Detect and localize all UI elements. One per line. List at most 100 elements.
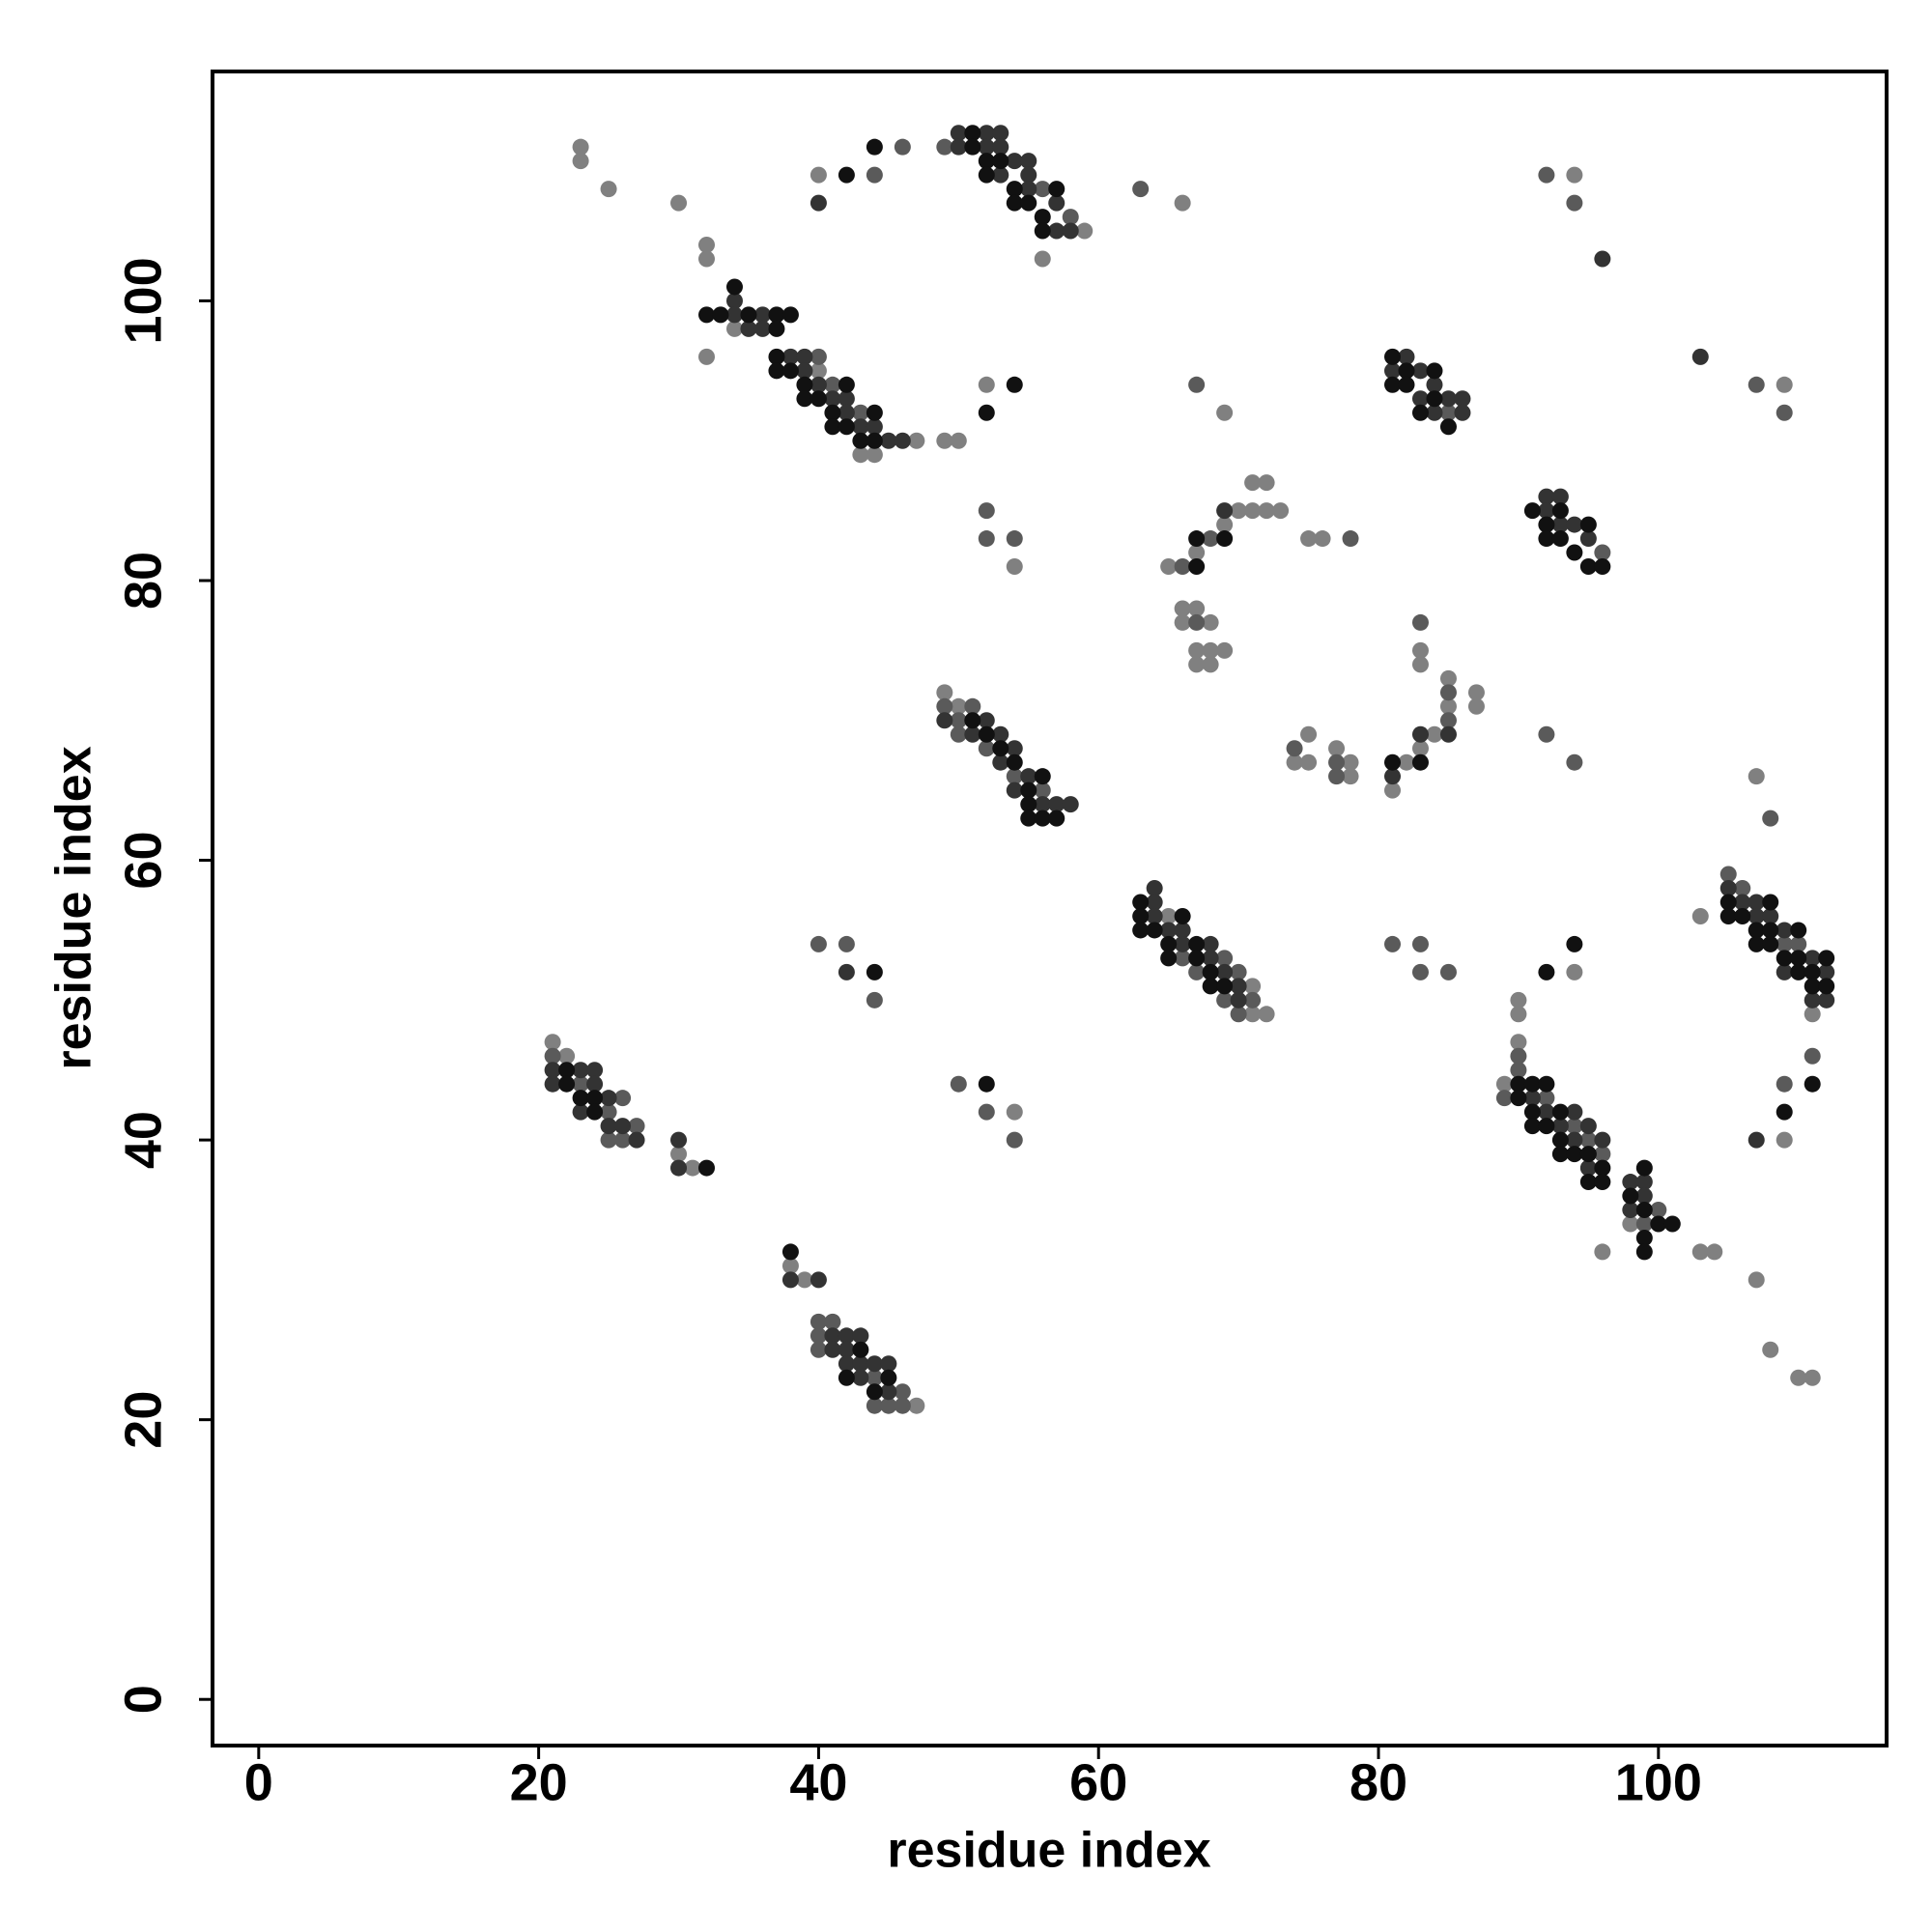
point xyxy=(1747,894,1765,911)
point xyxy=(810,166,827,184)
point xyxy=(1048,181,1065,198)
point xyxy=(1426,376,1443,393)
point xyxy=(1132,922,1150,939)
point xyxy=(1188,935,1206,952)
point xyxy=(838,390,855,408)
point xyxy=(1510,1062,1527,1079)
point xyxy=(1790,1369,1807,1386)
point xyxy=(866,418,883,436)
point xyxy=(1439,404,1457,421)
point xyxy=(992,125,1009,142)
point xyxy=(1034,250,1051,268)
point xyxy=(1062,222,1079,240)
point xyxy=(1635,1215,1653,1233)
point xyxy=(1342,753,1359,771)
point xyxy=(1566,1103,1583,1121)
point xyxy=(1719,880,1737,897)
point xyxy=(1579,516,1597,533)
point xyxy=(1146,894,1163,911)
point xyxy=(880,432,897,449)
point xyxy=(1272,502,1290,520)
point xyxy=(1776,376,1793,393)
point xyxy=(950,1075,967,1093)
x-tick-label: 80 xyxy=(1350,1753,1407,1811)
point xyxy=(781,306,799,324)
x-tick-label: 40 xyxy=(789,1753,847,1811)
point xyxy=(978,530,995,548)
point xyxy=(1411,404,1429,421)
point xyxy=(964,712,981,729)
point xyxy=(964,697,981,715)
point xyxy=(1132,894,1150,911)
point xyxy=(1691,348,1709,365)
point xyxy=(1034,796,1051,813)
point xyxy=(1747,1131,1765,1149)
point xyxy=(824,418,841,436)
point xyxy=(1566,516,1583,533)
point xyxy=(1747,922,1765,939)
point xyxy=(1566,935,1583,952)
point xyxy=(1006,530,1023,548)
point xyxy=(1762,1341,1779,1358)
point xyxy=(1300,530,1318,548)
point xyxy=(684,1159,701,1177)
point xyxy=(558,1075,576,1093)
point xyxy=(1216,516,1234,533)
point xyxy=(697,1159,715,1177)
point xyxy=(544,1062,561,1079)
point xyxy=(1566,166,1583,184)
point xyxy=(670,1146,688,1163)
point xyxy=(544,1047,561,1065)
point xyxy=(1635,1201,1653,1218)
point xyxy=(978,1103,995,1121)
point xyxy=(1006,558,1023,576)
point xyxy=(866,166,883,184)
point xyxy=(1538,963,1555,980)
point xyxy=(586,1075,604,1093)
point xyxy=(740,320,757,337)
point xyxy=(1174,558,1191,576)
point xyxy=(1020,768,1037,785)
point xyxy=(1706,1243,1723,1261)
point xyxy=(1006,1103,1023,1121)
point xyxy=(1566,1131,1583,1149)
point xyxy=(1160,558,1178,576)
point xyxy=(908,1397,925,1414)
point xyxy=(1426,390,1443,408)
point xyxy=(1006,194,1023,212)
point xyxy=(852,1355,869,1373)
point xyxy=(1146,922,1163,939)
point xyxy=(1719,894,1737,911)
point xyxy=(810,935,827,952)
point xyxy=(880,1397,897,1414)
point xyxy=(852,1369,869,1386)
point xyxy=(725,292,743,309)
point xyxy=(1622,1201,1639,1218)
point xyxy=(1202,656,1219,673)
point xyxy=(1328,753,1346,771)
point xyxy=(950,432,967,449)
point xyxy=(1538,166,1555,184)
point xyxy=(1411,935,1429,952)
point xyxy=(1384,376,1402,393)
point xyxy=(1174,922,1191,939)
point xyxy=(1258,1006,1275,1023)
point xyxy=(1006,1131,1023,1149)
point xyxy=(1411,641,1429,659)
plot-frame xyxy=(211,70,1889,1747)
point xyxy=(1439,684,1457,701)
point xyxy=(1818,978,1835,995)
point xyxy=(1034,810,1051,827)
point xyxy=(1286,753,1303,771)
point xyxy=(1551,1118,1569,1135)
point xyxy=(810,362,827,380)
point xyxy=(1216,530,1234,548)
point xyxy=(1006,376,1023,393)
point xyxy=(866,1369,883,1386)
point xyxy=(964,125,981,142)
point xyxy=(1467,697,1485,715)
point xyxy=(824,1313,841,1330)
point xyxy=(1244,474,1262,492)
point xyxy=(936,432,953,449)
point xyxy=(1551,1146,1569,1163)
